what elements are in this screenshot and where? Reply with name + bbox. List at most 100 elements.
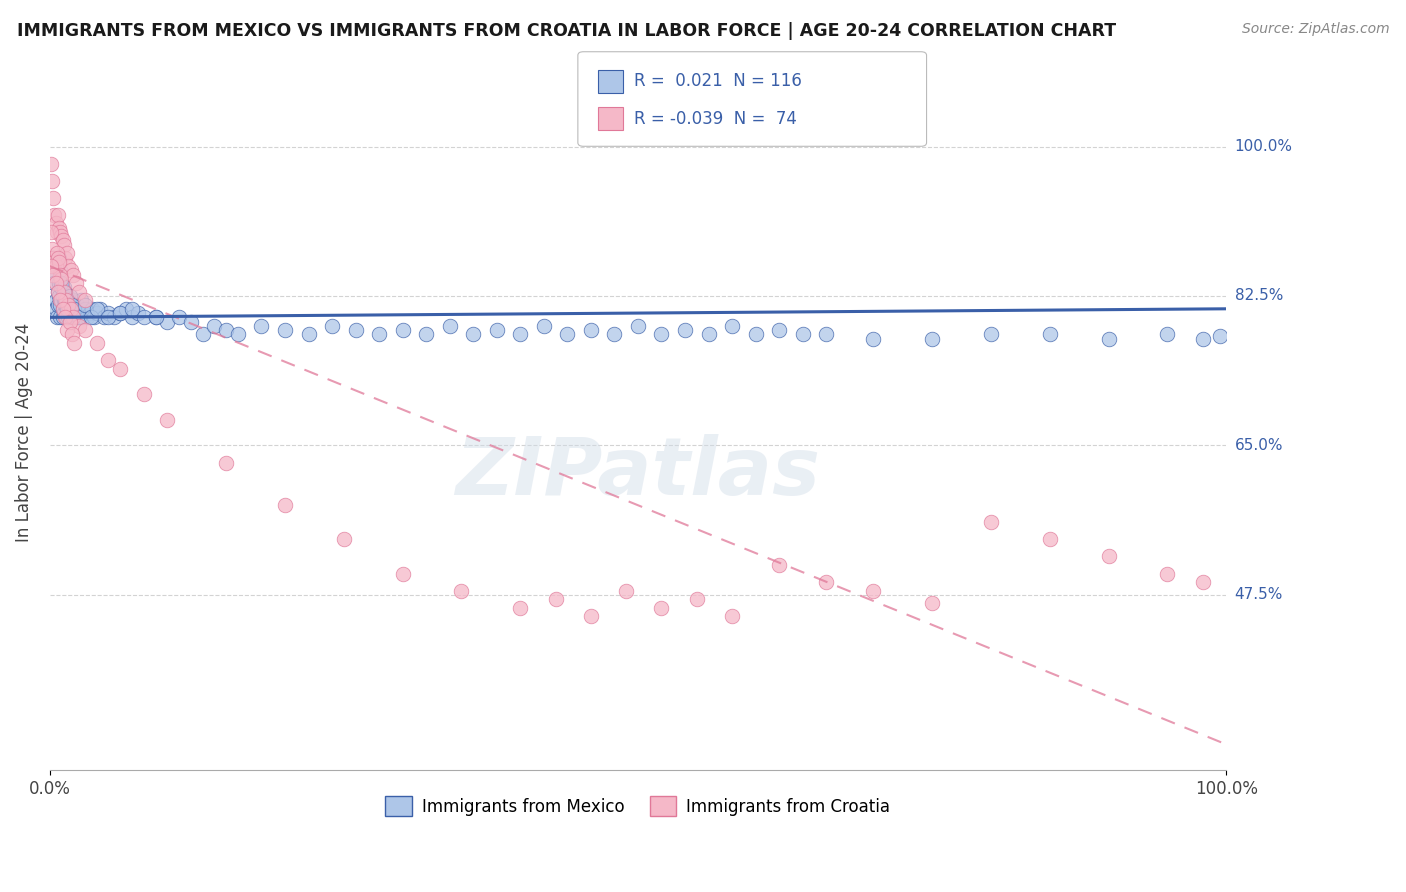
Point — [42, 251, 65, 265]
Point — [73, 301, 96, 316]
Point — [51, 280, 73, 294]
Point — [97, 353, 120, 368]
Point — [103, 310, 125, 325]
Point — [48, 251, 70, 265]
Point — [815, 327, 838, 342]
Text: 47.5%: 47.5% — [1234, 588, 1282, 602]
Point — [59, 263, 82, 277]
Point — [62, 310, 84, 325]
Point — [89, 301, 111, 316]
Point — [167, 310, 190, 325]
Point — [45, 225, 67, 239]
Point — [627, 318, 650, 333]
Point — [721, 318, 744, 333]
Point — [49, 297, 72, 311]
Point — [79, 306, 101, 320]
Point — [44, 208, 66, 222]
Point — [42, 268, 65, 282]
Point — [59, 297, 82, 311]
Point — [58, 297, 80, 311]
Point — [686, 592, 709, 607]
Point — [45, 301, 67, 316]
Point — [579, 609, 602, 624]
Point — [73, 297, 96, 311]
Point — [97, 306, 120, 320]
Point — [69, 306, 91, 320]
Point — [67, 285, 90, 299]
Point — [80, 310, 103, 325]
Point — [509, 600, 531, 615]
Point — [463, 327, 485, 342]
Point — [67, 301, 90, 316]
Point — [73, 323, 96, 337]
Point — [52, 285, 75, 299]
Point — [52, 306, 75, 320]
Point — [121, 301, 143, 316]
Point — [53, 293, 76, 308]
Point — [191, 327, 214, 342]
Point — [862, 332, 884, 346]
Point — [544, 592, 567, 607]
Point — [39, 156, 62, 170]
Point — [603, 327, 626, 342]
Text: Source: ZipAtlas.com: Source: ZipAtlas.com — [1241, 22, 1389, 37]
Point — [439, 318, 461, 333]
Point — [768, 323, 790, 337]
Point — [1097, 549, 1119, 564]
Point — [297, 327, 319, 342]
Point — [215, 456, 238, 470]
Point — [58, 310, 80, 325]
Point — [83, 310, 105, 325]
Point — [815, 575, 838, 590]
Point — [862, 583, 884, 598]
Point — [156, 315, 179, 329]
Point — [533, 318, 555, 333]
Point — [145, 310, 167, 325]
Point — [46, 208, 69, 222]
Point — [59, 306, 82, 320]
Point — [66, 297, 89, 311]
Point — [391, 323, 413, 337]
Point — [59, 293, 82, 308]
Text: 82.5%: 82.5% — [1234, 288, 1282, 303]
Point — [391, 566, 413, 581]
Point — [62, 268, 84, 282]
Point — [1097, 332, 1119, 346]
Point — [53, 310, 76, 325]
Point — [44, 276, 66, 290]
Point — [39, 225, 62, 239]
Point — [1039, 533, 1062, 547]
Point — [132, 387, 155, 401]
Point — [1209, 329, 1232, 343]
Point — [56, 246, 79, 260]
Point — [59, 301, 82, 316]
Point — [65, 310, 87, 325]
Point — [697, 327, 720, 342]
Point — [80, 301, 103, 316]
Point — [145, 310, 167, 325]
Point — [62, 310, 84, 325]
Point — [46, 251, 69, 265]
Point — [53, 297, 76, 311]
Point — [110, 306, 132, 320]
Point — [56, 301, 79, 316]
Point — [93, 310, 115, 325]
Point — [41, 268, 63, 282]
Point — [650, 327, 672, 342]
Point — [1039, 327, 1062, 342]
Point — [49, 268, 72, 282]
Point — [344, 323, 367, 337]
Point — [650, 600, 672, 615]
Point — [45, 310, 67, 325]
Point — [202, 318, 225, 333]
Point — [53, 251, 76, 265]
Point — [76, 310, 98, 325]
Point — [52, 237, 75, 252]
Point — [51, 276, 73, 290]
Point — [110, 361, 132, 376]
Point — [60, 301, 83, 316]
Point — [55, 310, 77, 325]
Text: 100.0%: 100.0% — [1234, 139, 1292, 154]
Point — [55, 293, 77, 308]
Point — [921, 597, 943, 611]
